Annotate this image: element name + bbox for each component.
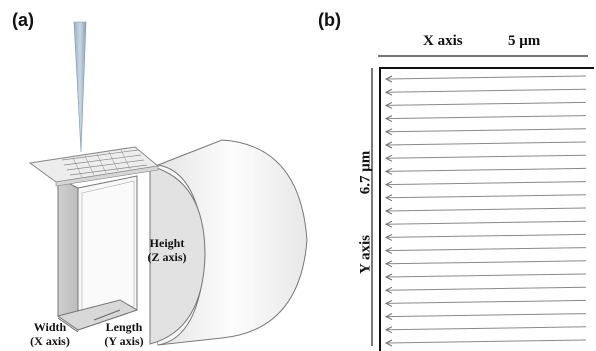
scan-line	[385, 260, 587, 265]
scan-arrowhead-icon	[384, 260, 393, 268]
scan-arrowhead-icon	[384, 326, 393, 334]
scan-arrowhead-icon	[384, 286, 393, 294]
scan-line	[385, 167, 587, 172]
scan-arrowhead-icon	[384, 88, 393, 96]
panel-b-label: (b)	[318, 10, 341, 30]
scan-line	[385, 154, 587, 159]
height-label: Height (Z axis)	[137, 236, 197, 264]
height-label-line1: Height	[149, 236, 185, 250]
scan-line	[385, 286, 587, 291]
scan-line	[385, 181, 587, 186]
scan-line	[385, 233, 587, 238]
rectangular-cutout	[56, 175, 139, 331]
length-label-line1: Length	[105, 320, 143, 334]
scan-arrowhead-icon	[384, 207, 393, 215]
scan-line	[385, 273, 587, 278]
y-axis-label: Y axis	[357, 234, 374, 275]
x-scale-label: 5 μm	[508, 33, 541, 49]
width-label-line2: (X axis)	[30, 334, 70, 348]
scan-line	[385, 101, 587, 106]
scan-arrowhead-icon	[384, 339, 393, 347]
scan-line	[385, 220, 587, 225]
cylinder-sample	[149, 139, 308, 346]
scan-line	[385, 75, 587, 80]
scan-arrowhead-icon	[384, 75, 393, 83]
scan-arrowhead-icon	[384, 273, 393, 281]
length-indicator	[93, 309, 121, 321]
scan-arrowhead-icon	[384, 141, 393, 149]
scan-arrowhead-icon	[384, 313, 393, 321]
afm-tip-icon	[73, 21, 87, 153]
scan-arrowhead-icon	[384, 233, 393, 241]
length-label: Length (Y axis)	[94, 320, 154, 348]
scan-arrowhead-icon	[384, 299, 393, 307]
width-label-line1: Width	[33, 320, 67, 334]
scan-line	[385, 194, 587, 199]
scan-line	[385, 326, 587, 331]
scan-lines	[384, 75, 587, 347]
scan-arrowhead-icon	[384, 128, 393, 136]
width-indicator	[57, 317, 79, 333]
scan-line	[385, 339, 587, 344]
scan-arrowhead-icon	[384, 154, 393, 162]
scan-arrowhead-icon	[384, 220, 393, 228]
scan-line	[385, 115, 587, 120]
scan-membrane	[28, 146, 160, 187]
scan-arrowhead-icon	[384, 101, 393, 109]
length-label-line2: (Y axis)	[104, 334, 144, 348]
scan-line	[385, 247, 587, 252]
scan-arrowhead-icon	[384, 167, 393, 175]
panel-a-label: (a)	[12, 10, 34, 30]
scan-frame	[379, 67, 594, 351]
x-axis-label: X axis	[423, 33, 463, 49]
scan-line	[385, 207, 587, 212]
scan-line	[385, 299, 587, 304]
scan-line	[385, 141, 587, 146]
width-label: Width (X axis)	[24, 320, 76, 348]
scan-line	[385, 313, 587, 318]
scan-arrowhead-icon	[384, 181, 393, 189]
scan-arrowhead-icon	[384, 247, 393, 255]
scan-line	[385, 88, 587, 93]
height-label-line2: (Z axis)	[147, 250, 187, 264]
scan-arrowhead-icon	[384, 194, 393, 202]
scan-line	[385, 128, 587, 133]
y-scale-label: 6.7 μm	[357, 150, 374, 195]
scan-arrowhead-icon	[384, 115, 393, 123]
